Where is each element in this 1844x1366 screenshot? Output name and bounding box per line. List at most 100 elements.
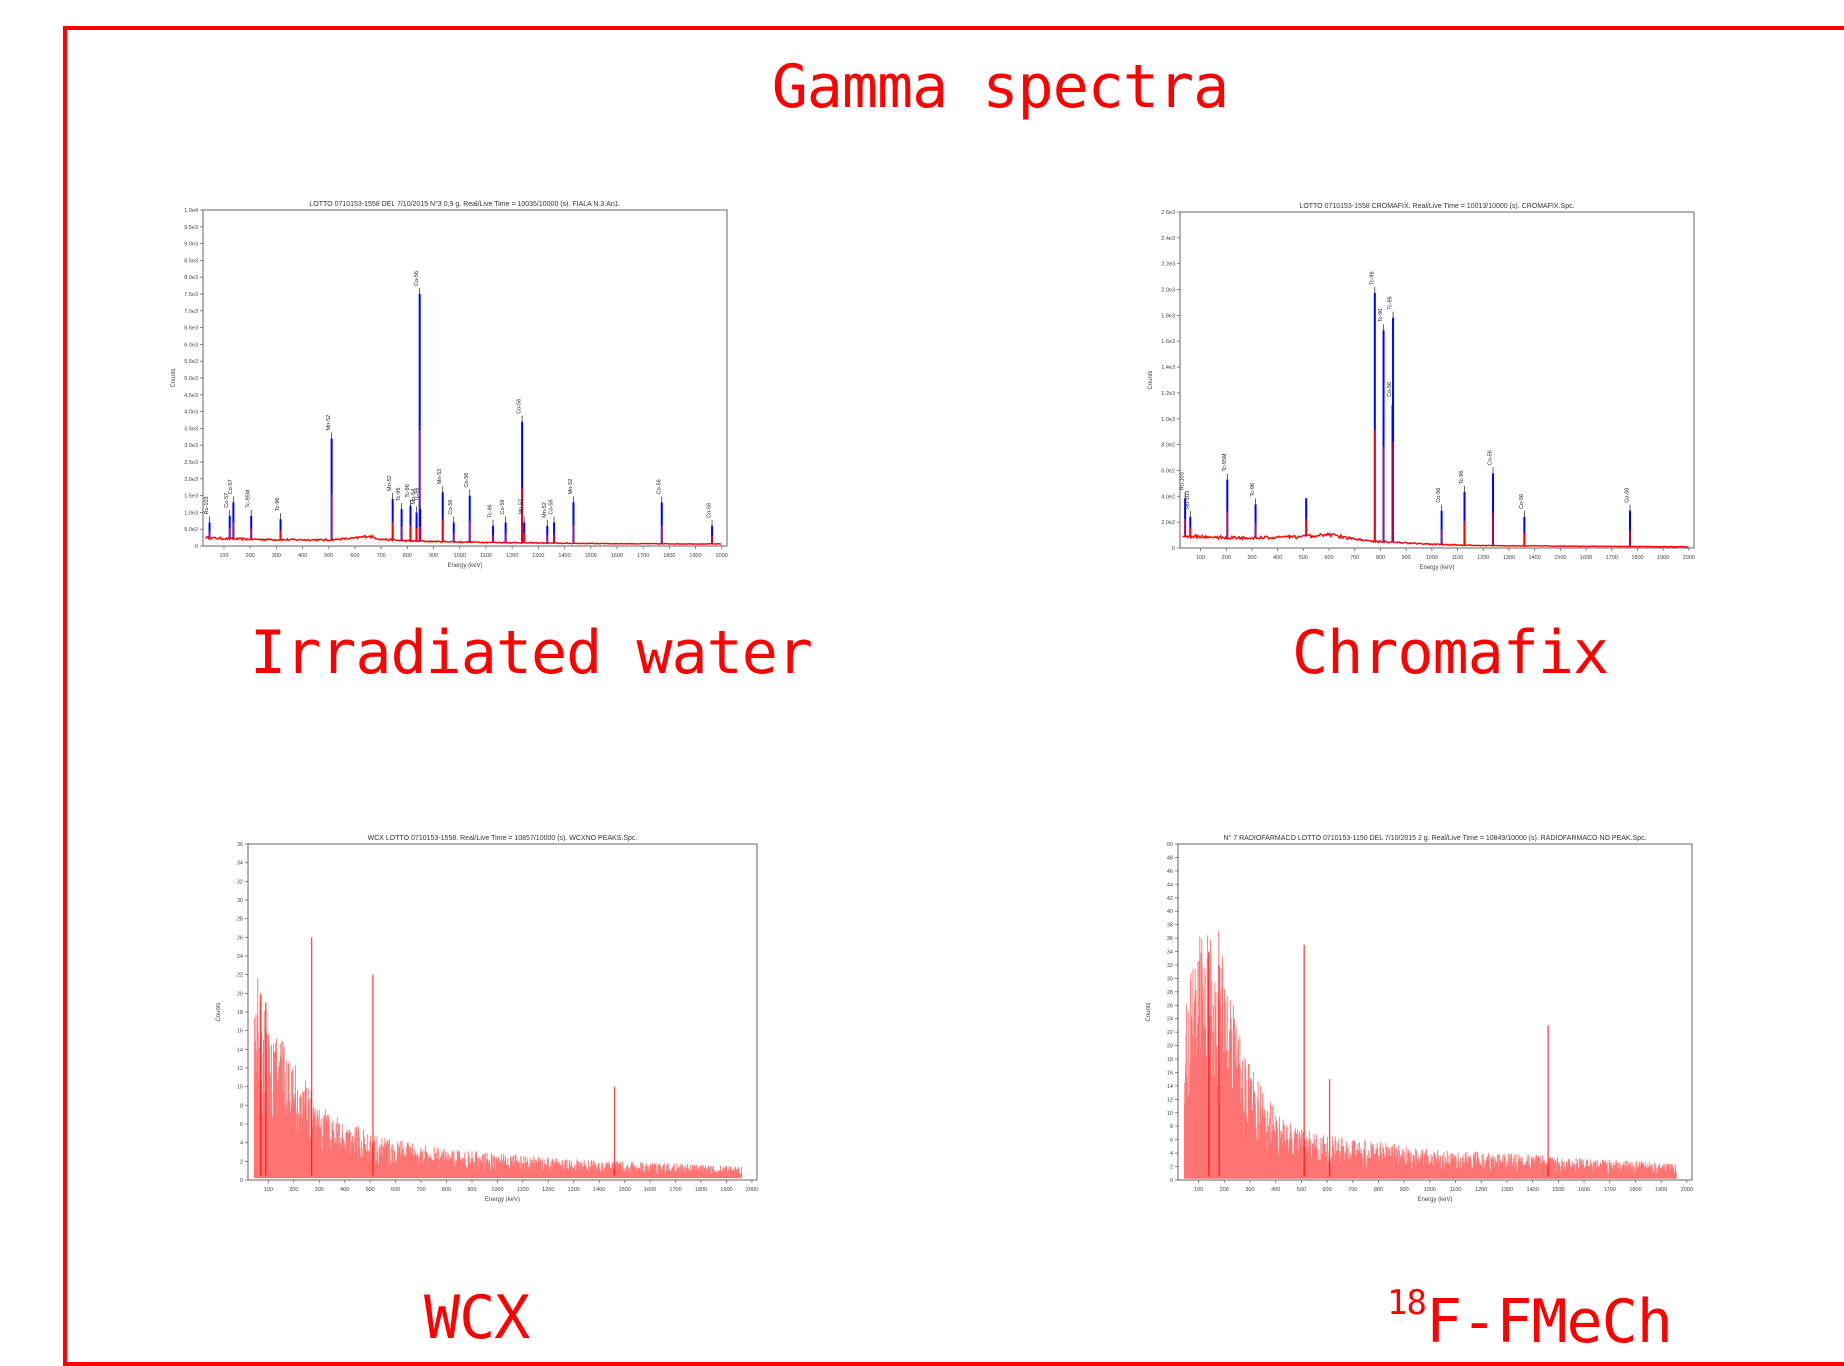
caption-wcx: WCX (424, 1283, 530, 1353)
y-tick-label: 2.0e3 (184, 477, 198, 483)
x-tick-label: 1400 (1527, 1187, 1539, 1193)
y-tick-label: 2.5e3 (184, 460, 198, 466)
y-tick-label: 36 (237, 842, 243, 848)
x-tick-label: 1100 (517, 1187, 529, 1193)
y-tick-label: 10 (1167, 1111, 1173, 1117)
x-tick-label: 2000 (1683, 555, 1695, 561)
x-tick-label: 1000 (1426, 555, 1438, 561)
plot-area (202, 209, 728, 547)
y-tick-label: 0 (1170, 1178, 1173, 1184)
y-tick-label: 2.4e3 (1161, 236, 1175, 242)
y-tick-label: 28 (1167, 990, 1173, 996)
y-tick-label: 42 (1167, 896, 1173, 902)
y-tick-label: 8 (240, 1103, 243, 1109)
y-tick-label: 4 (240, 1141, 243, 1147)
y-axis-label: Counts (1148, 370, 1154, 389)
x-tick-label: 2000 (1681, 1187, 1693, 1193)
spectrum-trace (1182, 532, 1689, 548)
y-tick-label: 5.0e3 (184, 376, 198, 382)
peak-label: Ru-103 (204, 496, 210, 514)
x-tick-label: 1700 (1606, 555, 1618, 561)
peak-label: Co-56 (1625, 488, 1631, 503)
y-tick-label: 22 (237, 973, 243, 979)
x-tick-label: 300 (272, 553, 281, 559)
peak-label: Tc-95M (1222, 453, 1228, 471)
peak-label: Co-56 (517, 399, 523, 414)
y-axis-label: Counts (216, 1002, 222, 1021)
x-axis-label: Energy (keV) (447, 563, 482, 569)
x-tick-label: 600 (1324, 555, 1333, 561)
peak-label: Co-56 (549, 499, 555, 514)
y-tick-label: 1.4e3 (1161, 365, 1175, 371)
x-tick-label: 700 (416, 1187, 425, 1193)
x-tick-label: 600 (350, 553, 359, 559)
y-tick-label: 12 (237, 1066, 243, 1072)
peak-label: Co-56 (1436, 488, 1442, 503)
y-tick-label: 2.0e2 (1161, 520, 1175, 526)
x-tick-label: 600 (1322, 1187, 1331, 1193)
peak-label: Co-56 (656, 479, 662, 494)
x-tick-label: 1900 (720, 1187, 732, 1193)
x-tick-label: 200 (246, 553, 255, 559)
peak-label: Co-57 (228, 479, 234, 494)
x-tick-label: 100 (1194, 1187, 1203, 1193)
y-tick-label: 2.2e3 (1161, 262, 1175, 268)
x-tick-label: 1900 (1657, 555, 1669, 561)
y-tick-label: 32 (1167, 963, 1173, 969)
y-tick-label: 48 (1167, 855, 1173, 861)
y-tick-label: 38 (1167, 923, 1173, 929)
y-tick-label: 10 (237, 1085, 243, 1091)
x-tick-label: 1700 (637, 553, 649, 559)
x-tick-label: 400 (298, 553, 307, 559)
x-tick-label: 1800 (663, 553, 675, 559)
x-tick-label: 500 (366, 1187, 375, 1193)
x-tick-label: 1200 (1475, 1187, 1487, 1193)
fmech-spectrum: N° 7 RADIOFARMACO LOTTO 0710153-1150 DEL… (1146, 834, 1693, 1203)
chromafix-spectrum: LOTTO 0710153-1558 CROMAFIX. Real/Live T… (1148, 203, 1695, 571)
x-tick-label: 300 (1247, 555, 1256, 561)
peak-label: Co-56 (1488, 450, 1494, 465)
x-tick-label: 1400 (593, 1187, 605, 1193)
spectrum-trace (253, 977, 742, 1179)
y-tick-label: 16 (237, 1029, 243, 1035)
x-tick-label: 800 (1376, 555, 1385, 561)
y-axis-label: Counts (171, 368, 177, 387)
y-tick-label: 9.5e3 (184, 225, 198, 231)
y-tick-label: 50 (1167, 842, 1173, 848)
y-tick-label: 14 (1167, 1084, 1173, 1090)
y-tick-label: 6 (1170, 1138, 1173, 1144)
x-tick-label: 1000 (491, 1187, 503, 1193)
y-tick-label: 1.2e3 (1161, 391, 1175, 397)
x-tick-label: 1800 (695, 1187, 707, 1193)
peak-label: Mn-54 (411, 489, 417, 505)
y-tick-label: 28 (237, 917, 243, 923)
x-tick-label: 1400 (558, 553, 570, 559)
x-tick-label: 300 (315, 1187, 324, 1193)
y-tick-label: 20 (1167, 1044, 1173, 1050)
y-tick-label: 4.0e2 (1161, 494, 1175, 500)
x-tick-label: 1300 (568, 1187, 580, 1193)
y-tick-label: 8 (1170, 1124, 1173, 1130)
x-tick-label: 2000 (746, 1187, 758, 1193)
x-tick-label: 700 (377, 553, 386, 559)
y-tick-label: 24 (1167, 1017, 1173, 1023)
x-tick-label: 1900 (1655, 1187, 1667, 1193)
x-tick-label: 200 (1220, 1187, 1229, 1193)
x-axis-label: Energy (keV) (1419, 565, 1454, 571)
x-tick-label: 100 (1196, 555, 1205, 561)
x-tick-label: 400 (340, 1187, 349, 1193)
x-tick-label: 1700 (1604, 1187, 1616, 1193)
x-tick-label: 1600 (1578, 1187, 1590, 1193)
x-tick-label: 1800 (1629, 1187, 1641, 1193)
y-tick-label: 1.5e3 (184, 494, 198, 500)
y-tick-label: 2 (1170, 1165, 1173, 1171)
caption-chromafix: Chromafix (1292, 618, 1609, 688)
y-tick-label: 8.0e3 (184, 275, 198, 281)
y-tick-label: 2.6e3 (1161, 210, 1175, 216)
peak-label: Tc-96 (1250, 483, 1256, 496)
y-tick-label: 5.0e2 (184, 527, 198, 533)
y-tick-label: 1.0e3 (184, 510, 198, 516)
y-tick-label: 7.5e3 (184, 292, 198, 298)
peak-label: Tc-95M (246, 489, 252, 507)
y-tick-label: 1.0e3 (1161, 417, 1175, 423)
